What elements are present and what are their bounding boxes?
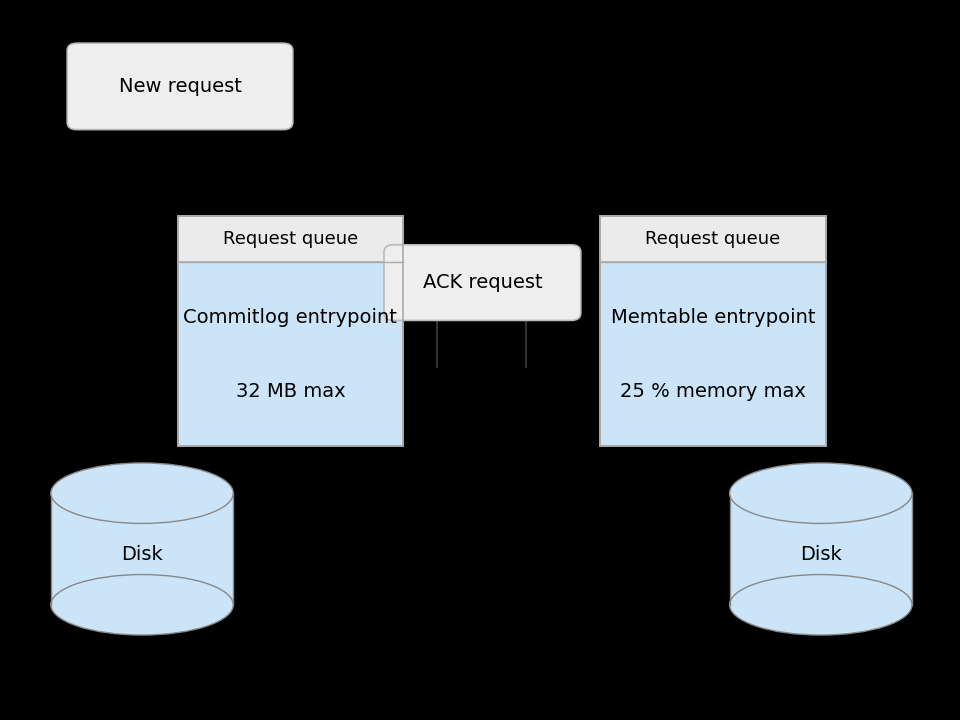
Text: Request queue: Request queue	[645, 230, 780, 248]
Text: Request queue: Request queue	[223, 230, 358, 248]
Text: Disk: Disk	[800, 545, 842, 564]
Polygon shape	[730, 493, 912, 605]
Ellipse shape	[730, 463, 912, 523]
Ellipse shape	[51, 463, 233, 523]
Text: Disk: Disk	[121, 545, 163, 564]
FancyBboxPatch shape	[178, 216, 403, 446]
Text: New request: New request	[119, 77, 241, 96]
Text: ACK request: ACK request	[422, 273, 542, 292]
FancyBboxPatch shape	[67, 43, 293, 130]
FancyBboxPatch shape	[600, 216, 826, 262]
Text: Commitlog entrypoint

32 MB max: Commitlog entrypoint 32 MB max	[183, 307, 397, 401]
FancyBboxPatch shape	[384, 245, 581, 320]
Ellipse shape	[730, 575, 912, 635]
Ellipse shape	[51, 575, 233, 635]
Polygon shape	[51, 493, 233, 605]
FancyBboxPatch shape	[600, 216, 826, 446]
Text: Memtable entrypoint

25 % memory max: Memtable entrypoint 25 % memory max	[611, 307, 815, 401]
FancyBboxPatch shape	[178, 216, 403, 262]
